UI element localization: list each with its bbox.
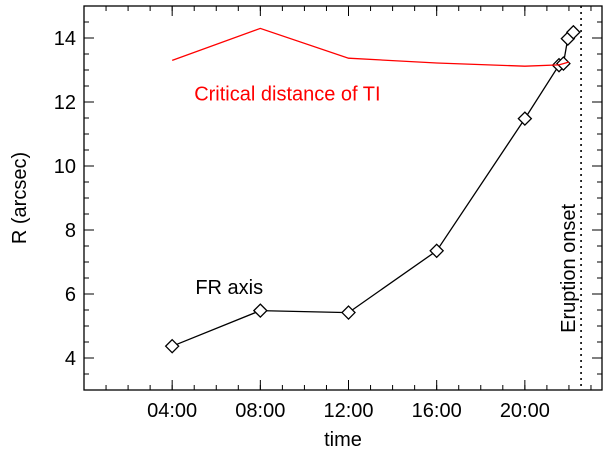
eruption-onset-label: Eruption onset [558, 203, 580, 332]
x-tick-label: 12:00 [323, 400, 373, 422]
annotation-fr-axis: FR axis [195, 277, 263, 299]
series-line-critical-distance-of-ti [172, 28, 569, 66]
x-tick-label: 08:00 [235, 400, 285, 422]
data-point-marker [166, 340, 179, 353]
data-point-marker [518, 112, 531, 125]
y-tick-label: 6 [65, 284, 76, 306]
y-axis-title: R (arcsec) [9, 152, 31, 244]
y-tick-label: 10 [54, 156, 76, 178]
plot-area [84, 6, 602, 390]
data-point-marker [254, 304, 267, 317]
x-tick-label: 16:00 [412, 400, 462, 422]
series-line-fr-axis [172, 32, 573, 346]
data-point-marker [342, 306, 355, 319]
y-tick-label: 12 [54, 92, 76, 114]
x-axis-title: time [324, 429, 362, 451]
data-point-marker [430, 244, 443, 257]
plot-frame [84, 6, 602, 390]
annotation-layer: Critical distance of TI FR axis [194, 83, 380, 299]
y-tick-label: 4 [65, 348, 76, 370]
ticks-layer: 04:00 08:00 12:00 16:00 20:00 4 6 8 10 12 14 [54, 6, 602, 422]
y-tick-label: 14 [54, 28, 76, 50]
series-layer [166, 26, 580, 353]
x-tick-label: 20:00 [500, 400, 550, 422]
y-tick-label: 8 [65, 220, 76, 242]
x-tick-label: 04:00 [147, 400, 197, 422]
annotation-critical-distance-of-ti: Critical distance of TI [194, 83, 380, 105]
